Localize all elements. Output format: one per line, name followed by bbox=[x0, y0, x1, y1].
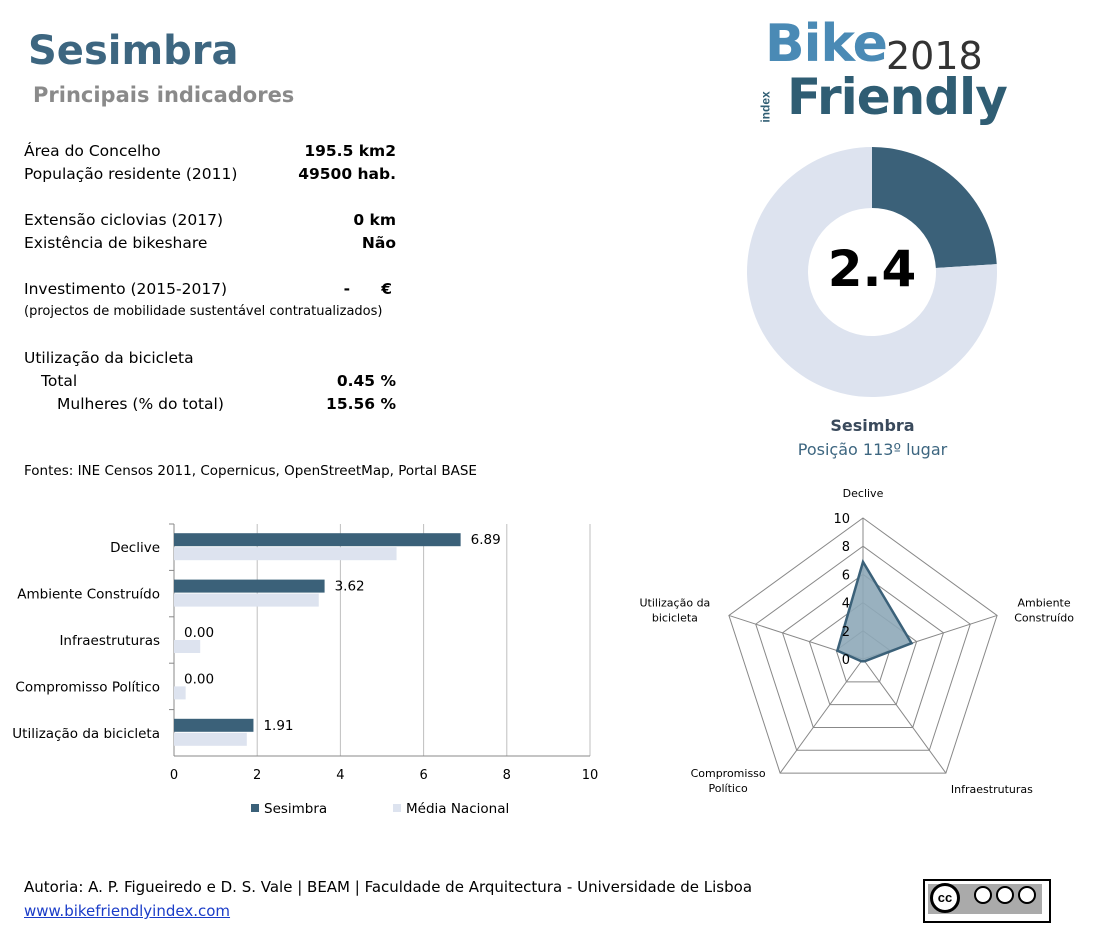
bar-media-nacional bbox=[174, 640, 201, 653]
indicator-usage-women-label: Mulheres (% do total) bbox=[57, 395, 224, 413]
bar-sesimbra bbox=[174, 533, 461, 547]
bar-data-label: 0.00 bbox=[184, 625, 214, 641]
indicator-usage-label: Utilização da bicicleta bbox=[24, 349, 194, 367]
website-link[interactable]: www.bikefriendlyindex.com bbox=[24, 902, 231, 920]
bar-media-nacional bbox=[174, 686, 186, 700]
bar-data-label: 6.89 bbox=[471, 532, 501, 548]
radar-spoke bbox=[779, 658, 864, 774]
bar-data-label: 1.91 bbox=[263, 718, 293, 734]
score-value: 2.4 bbox=[827, 240, 917, 298]
x-tick-label: 2 bbox=[253, 768, 261, 783]
bar-media-nacional bbox=[174, 593, 319, 607]
logo-index: index bbox=[758, 91, 773, 123]
radar-ring bbox=[781, 573, 945, 728]
creative-commons-badge: cc bbox=[923, 879, 1051, 923]
legend-swatch-media bbox=[393, 804, 401, 812]
radar-axis-label: Infraestruturas bbox=[951, 783, 1033, 796]
radar-series-area bbox=[835, 558, 914, 663]
indicator-area-value: 195.5 km2 bbox=[304, 142, 396, 160]
indicator-usage-total-value: 0.45 % bbox=[336, 372, 396, 390]
radar-tick-label: 8 bbox=[842, 540, 850, 555]
sa-icon bbox=[1018, 886, 1036, 904]
radar-tick-label: 10 bbox=[833, 512, 850, 527]
nc-icon bbox=[996, 886, 1014, 904]
indicator-bikeshare-label: Existência de bikeshare bbox=[24, 234, 208, 252]
radar-axis-label: Ambiente bbox=[1018, 596, 1071, 609]
x-tick-label: 6 bbox=[419, 768, 427, 783]
legend-label-sesimbra: Sesimbra bbox=[264, 801, 327, 817]
category-label: Utilização da bicicleta bbox=[12, 726, 160, 742]
category-label: Ambiente Construído bbox=[17, 587, 160, 603]
indicator-population-label: População residente (2011) bbox=[24, 165, 238, 183]
x-tick-label: 4 bbox=[336, 768, 344, 783]
indicator-investment-value: - bbox=[343, 280, 350, 298]
donut-slice-0 bbox=[872, 147, 997, 268]
authors-text: Autoria: A. P. Figueiredo e D. S. Vale |… bbox=[24, 878, 753, 896]
radar-ring bbox=[728, 517, 998, 774]
indicator-radar-chart: 0 2 4 6 8 10 Declive Ambiente Construído Infraest… bbox=[640, 488, 1075, 796]
radar-tick-label: 2 bbox=[842, 625, 850, 640]
legend-label-media: Média Nacional bbox=[406, 801, 509, 817]
category-label: Declive bbox=[110, 540, 160, 556]
bar-media-nacional bbox=[174, 547, 397, 561]
indicator-population-value: 49500 hab. bbox=[298, 165, 396, 183]
indicator-usage-total-label: Total bbox=[41, 372, 78, 390]
x-tick-label: 8 bbox=[503, 768, 511, 783]
donut-slice-1 bbox=[747, 147, 997, 397]
investment-note: (projectos de mobilidade sustentável con… bbox=[24, 304, 383, 319]
legend-swatch-sesimbra bbox=[251, 804, 259, 812]
indicator-bikeshare-value: Não bbox=[361, 234, 396, 252]
municipality-name: Sesimbra bbox=[830, 416, 915, 435]
radar-axis-label: Político bbox=[709, 782, 749, 795]
indicator-investment-unit: € bbox=[381, 280, 392, 298]
logo-word-bike: Bike bbox=[765, 14, 888, 74]
indicator-investment-label: Investimento (2015-2017) bbox=[24, 280, 228, 298]
sources-text: Fontes: INE Censos 2011, Copernicus, Ope… bbox=[24, 463, 477, 479]
radar-tick-label: 0 bbox=[842, 653, 850, 668]
radar-axis-label: Construído bbox=[1014, 611, 1074, 624]
radar-axis-label: Compromisso bbox=[691, 767, 766, 780]
bar-sesimbra bbox=[174, 718, 254, 732]
category-label: Compromisso Político bbox=[15, 679, 160, 695]
cc-icon: cc bbox=[930, 883, 960, 913]
radar-spoke bbox=[862, 658, 947, 774]
indicator-bar-chart: 0 2 4 6 8 10 Declive 6.89 Ambiente Construído 3.6… bbox=[12, 523, 599, 817]
indicator-usage-women-value: 15.56 % bbox=[326, 395, 396, 413]
radar-ring bbox=[755, 545, 971, 751]
radar-tick-label: 4 bbox=[842, 597, 850, 612]
score-donut-chart bbox=[747, 147, 997, 397]
radar-axis-label: Declive bbox=[843, 488, 884, 500]
radar-tick-label: 6 bbox=[842, 568, 850, 583]
indicator-cycleways-value: 0 km bbox=[353, 211, 396, 229]
bar-sesimbra bbox=[174, 579, 325, 593]
logo-year: 2018 bbox=[886, 34, 983, 78]
indicator-cycleways-label: Extensão ciclovias (2017) bbox=[24, 211, 224, 229]
bar-data-label: 3.62 bbox=[335, 579, 365, 595]
radar-axis-label: bicicleta bbox=[652, 611, 698, 624]
bar-data-label: 0.00 bbox=[184, 671, 214, 687]
bar-media-nacional bbox=[174, 732, 247, 746]
x-tick-label: 10 bbox=[582, 768, 599, 783]
category-label: Infraestruturas bbox=[59, 633, 160, 649]
radar-axis-label: Utilização da bbox=[640, 596, 711, 609]
ranking-position: Posição 113º lugar bbox=[797, 440, 948, 459]
indicator-area-label: Área do Concelho bbox=[24, 142, 161, 160]
by-icon bbox=[974, 886, 992, 904]
logo-word-friendly: Friendly bbox=[787, 68, 1008, 126]
page-subtitle: Principais indicadores bbox=[33, 83, 295, 107]
x-tick-label: 0 bbox=[170, 768, 178, 783]
page-title: Sesimbra bbox=[28, 28, 239, 74]
